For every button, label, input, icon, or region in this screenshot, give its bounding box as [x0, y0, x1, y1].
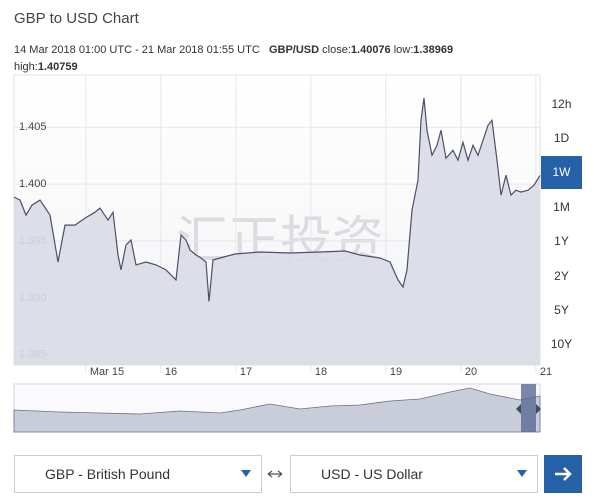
area-fill: [14, 97, 540, 366]
high-value: 1.40759: [37, 61, 78, 73]
x-tick-label: 19: [390, 366, 402, 378]
from-currency: GBP - British Pound: [45, 466, 171, 482]
low-value: 1.38969: [413, 44, 454, 56]
x-tick-label: 21: [540, 366, 552, 378]
navigator-handle[interactable]: [521, 384, 536, 432]
title: GBP to USD Chart: [14, 10, 139, 27]
to-select[interactable]: USD - US Dollar: [290, 455, 538, 493]
navigator-area: [13, 387, 541, 433]
caret: [517, 470, 527, 477]
range-button[interactable]: 1M: [541, 190, 582, 224]
to-currency: USD - US Dollar: [321, 466, 423, 482]
pair: GBP/USD: [268, 44, 320, 56]
arrow-icon: [555, 467, 572, 481]
swap-icon[interactable]: [266, 468, 284, 480]
low-label: low:: [393, 44, 414, 56]
range-button[interactable]: 1D: [541, 121, 582, 155]
caret: [241, 470, 251, 477]
from-select[interactable]: GBP - British Pound: [14, 455, 262, 493]
x-tick-label: 18: [315, 366, 327, 378]
date-range: 14 Mar 2018 01:00 UTC - 21 Mar 2018 01:5…: [14, 44, 260, 56]
y-tick-label: 1.405: [19, 121, 47, 133]
price-line: [13, 97, 541, 302]
navigator: [13, 383, 541, 433]
subtitle: 14 Mar 2018 01:00 UTC - 21 Mar 2018 01:5…: [14, 42, 574, 76]
high-label: high:: [14, 61, 38, 73]
convert-button[interactable]: [544, 455, 582, 493]
range-button[interactable]: 5Y: [541, 293, 582, 327]
y-tick-label: 1.400: [19, 178, 47, 190]
x-tick-label: Mar 15: [90, 366, 124, 378]
range-button[interactable]: 1W: [541, 155, 582, 189]
x-tick-label: 16: [165, 366, 177, 378]
range-button[interactable]: 2Y: [541, 259, 582, 292]
range-button[interactable]: 10Y: [541, 327, 582, 361]
range-button[interactable]: 12h: [541, 87, 582, 120]
x-tick-label: 20: [465, 366, 477, 378]
close-label: close:: [322, 44, 351, 56]
range-button[interactable]: 1Y: [541, 224, 582, 258]
close-value: 1.40076: [350, 44, 391, 56]
x-tick-label: 17: [240, 366, 252, 378]
handle-arrows[interactable]: [516, 404, 541, 414]
